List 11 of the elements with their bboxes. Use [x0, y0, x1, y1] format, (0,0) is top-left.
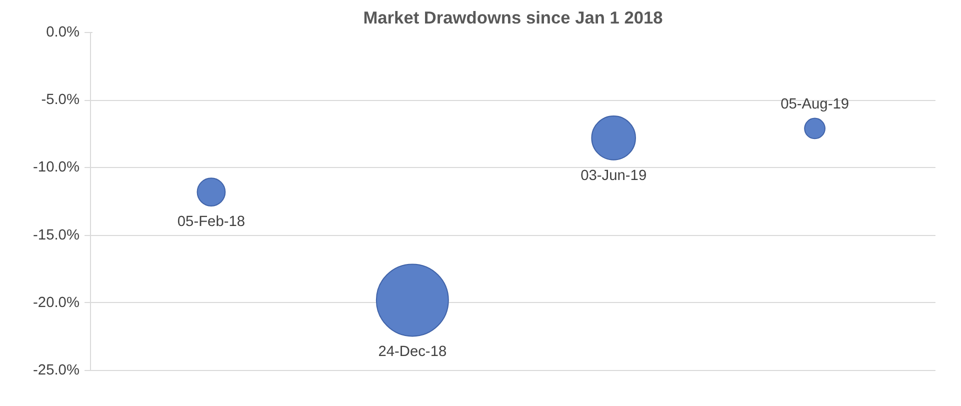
y-tick-label: -20.0% — [33, 294, 80, 311]
y-tick-label: 0.0% — [46, 24, 80, 40]
annotation: 24-Dec-18 — [378, 344, 447, 360]
annotation: 03-Jun-19 — [580, 168, 647, 184]
y-tick-label: -15.0% — [33, 227, 80, 244]
y-tick-label: -10.0% — [33, 160, 80, 176]
annotation: 05-Aug-19 — [780, 96, 850, 112]
y-tick-label: -25.0% — [33, 362, 80, 378]
y-tick-label: -5.0% — [41, 92, 80, 108]
annotation: 05-Feb-18 — [177, 214, 246, 230]
chart-title: Market Drawdowns since Jan 1 2018 — [363, 8, 664, 28]
